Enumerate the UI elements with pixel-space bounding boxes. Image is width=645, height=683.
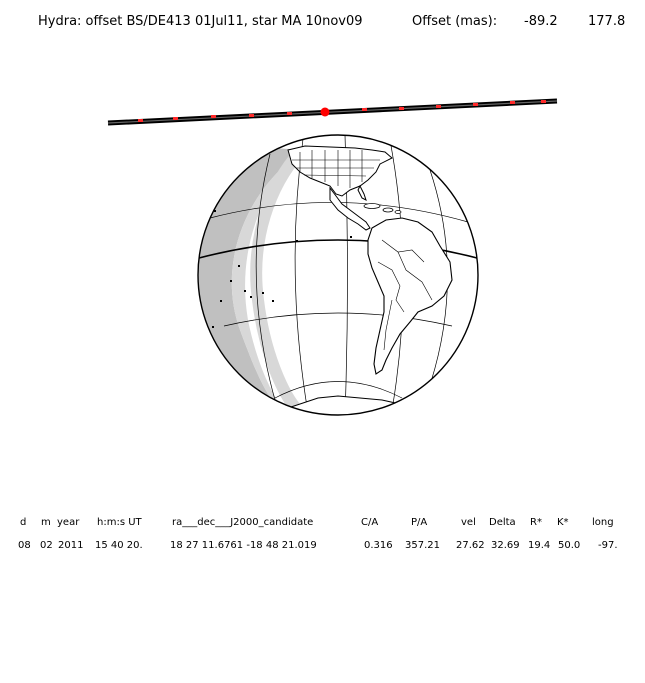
table-value-row: 08 02 2011 15 40 20. 18 27 11.6761 -18 4… [0, 540, 645, 556]
shadow-path [107, 98, 558, 126]
globe-outline [197, 134, 479, 416]
header-year: year [57, 517, 80, 528]
header-kstar: K* [557, 517, 569, 528]
header-long: long [592, 517, 614, 528]
plot-title: Hydra: offset BS/DE413 01Jul11, star MA … [0, 14, 645, 34]
state-borders [292, 150, 380, 188]
value-day: 08 [18, 540, 31, 551]
value-vel: 27.62 [456, 540, 485, 551]
header-month: m [41, 517, 51, 528]
south-america [367, 217, 453, 375]
value-time: 15 40 20. [95, 540, 143, 551]
header-radec: ra___dec___J2000_candidate [172, 517, 314, 528]
value-radec: 18 27 11.6761 -18 48 21.019 [170, 540, 317, 551]
value-delta: 32.69 [491, 540, 520, 551]
header-time: h:m:s UT [97, 517, 142, 528]
header-delta: Delta [489, 517, 516, 528]
value-long: -97. [598, 540, 618, 551]
value-ca: 0.316 [364, 540, 393, 551]
path-time-ticks [138, 100, 546, 122]
value-rstar: 19.4 [528, 540, 551, 551]
value-month: 02 [40, 540, 53, 551]
header-rstar: R* [530, 517, 542, 528]
offset-label: Offset (mas): [412, 14, 498, 29]
north-america [287, 145, 393, 197]
value-kstar: 50.0 [558, 540, 581, 551]
caribbean-islands [363, 203, 402, 214]
country-borders [377, 239, 433, 351]
pacific-islands [212, 210, 352, 328]
twilight-region [231, 150, 305, 412]
value-pa: 357.21 [405, 540, 440, 551]
header-ca: C/A [361, 517, 379, 528]
header-vel: vel [461, 517, 476, 528]
central-america [329, 186, 371, 231]
night-region [198, 140, 305, 415]
title-object: Hydra: offset BS/DE413 01Jul11, star MA … [38, 14, 363, 29]
header-day: d [20, 517, 27, 528]
earth-globe [197, 134, 479, 416]
occultation-map [107, 98, 558, 416]
value-year: 2011 [58, 540, 84, 551]
table-header-row: d m year h:m:s UT ra___dec___J2000_candi… [0, 517, 645, 533]
offset-dec-value: 177.8 [588, 14, 626, 29]
offset-ra-value: -89.2 [524, 14, 558, 29]
closest-approach-marker [320, 107, 330, 117]
header-pa: P/A [411, 517, 428, 528]
